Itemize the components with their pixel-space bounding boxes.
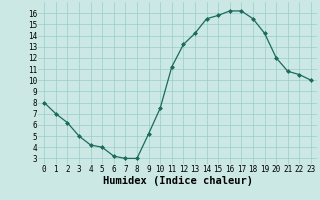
X-axis label: Humidex (Indice chaleur): Humidex (Indice chaleur) bbox=[103, 176, 252, 186]
